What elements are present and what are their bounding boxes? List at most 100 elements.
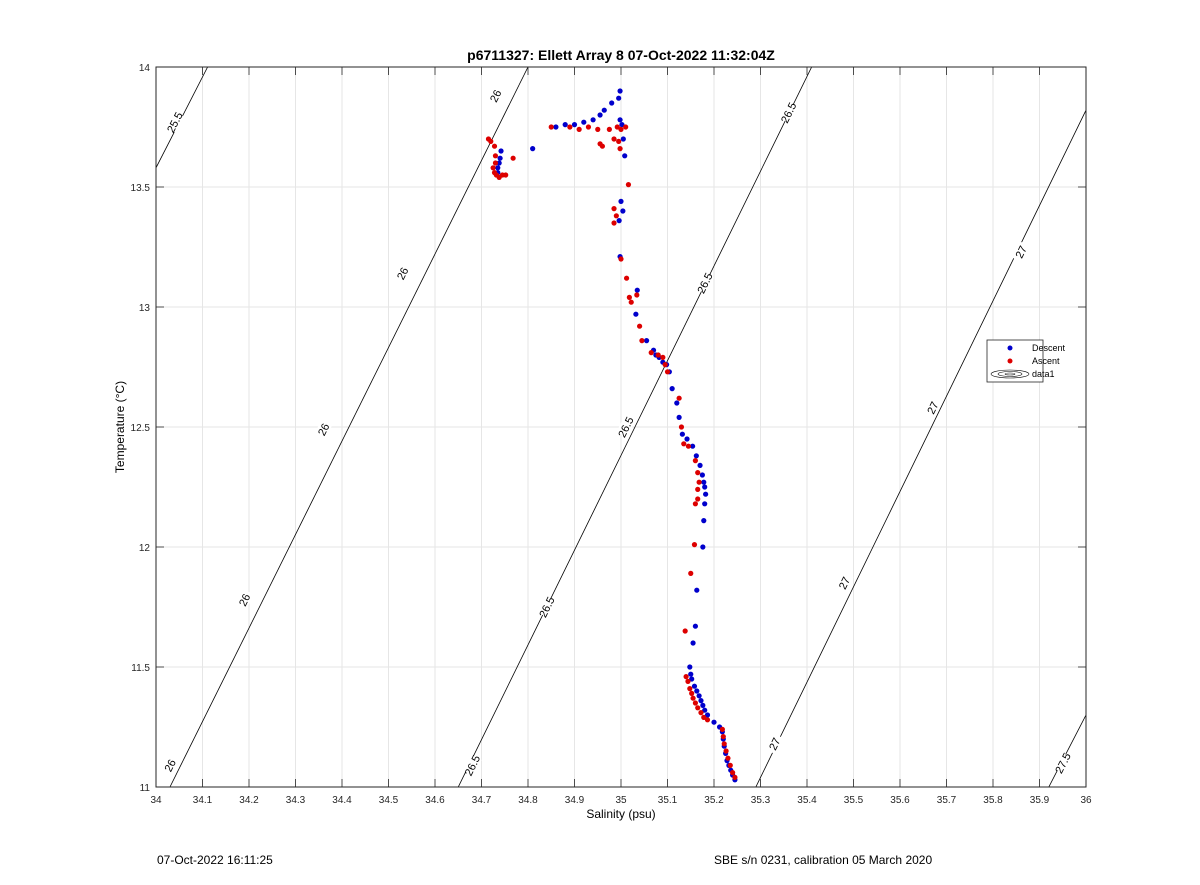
contour-label-bg — [834, 572, 854, 594]
point-ascent — [623, 124, 629, 130]
point-ascent — [618, 126, 624, 132]
contour-line-27 — [755, 110, 1086, 787]
point-ascent — [625, 182, 632, 188]
contour-label-bg — [462, 754, 482, 777]
point-descent — [684, 436, 690, 442]
legend-label-ascent: Ascent — [1032, 356, 1060, 366]
point-descent — [701, 518, 707, 524]
point-ascent — [611, 136, 617, 142]
contour-label: 26 — [237, 592, 253, 608]
point-descent — [616, 218, 622, 224]
contour-label-bg — [486, 85, 505, 107]
point-descent — [571, 122, 578, 128]
contour-label: 27 — [925, 400, 941, 416]
point-descent — [702, 501, 708, 507]
point-descent — [691, 683, 698, 689]
point-ascent — [721, 741, 727, 747]
point-descent — [497, 155, 503, 161]
point-descent — [697, 462, 703, 468]
point-ascent — [682, 628, 688, 634]
point-descent — [690, 640, 696, 646]
x-tick-label: 35.6 — [890, 795, 910, 806]
point-descent — [711, 719, 717, 725]
point-ascent — [491, 143, 498, 149]
x-tick-label: 35 — [615, 795, 627, 806]
x-tick-label: 35.8 — [983, 795, 1003, 806]
x-tick-label: 35.5 — [844, 795, 864, 806]
x-axis-label: Salinity (psu) — [586, 807, 655, 821]
point-ascent — [683, 674, 689, 680]
point-descent — [562, 122, 568, 128]
contour-label: 26 — [163, 758, 179, 774]
legend-marker-ascent — [1007, 358, 1013, 364]
point-descent — [498, 148, 504, 154]
legend-box — [986, 339, 1044, 383]
point-descent — [669, 386, 675, 392]
point-ascent — [725, 755, 731, 761]
y-axis-label: Temperature (°C) — [113, 381, 127, 473]
contour-label: 27 — [767, 736, 783, 752]
point-ascent — [616, 138, 622, 144]
legend[interactable]: Descent Ascent data1 — [986, 339, 1066, 383]
contour-label-bg — [165, 111, 185, 133]
contour-label-bg — [234, 589, 254, 611]
footer-calibration: SBE s/n 0231, calibration 05 March 2020 — [714, 853, 933, 867]
point-ascent — [676, 395, 682, 401]
x-tick-label: 34.8 — [518, 795, 538, 806]
legend-marker-descent — [1007, 345, 1013, 351]
x-tick-label: 34.2 — [239, 795, 259, 806]
point-descent — [693, 453, 699, 459]
point-descent — [688, 671, 694, 677]
point-ascent — [595, 126, 601, 132]
point-ascent — [692, 458, 699, 464]
x-tick-label: 34.6 — [425, 795, 445, 806]
contour-label-bg — [314, 418, 333, 441]
point-ascent — [689, 690, 695, 697]
density-contours — [156, 67, 1086, 787]
point-descent — [590, 117, 596, 123]
point-ascent — [660, 354, 666, 360]
contour-label-bg — [616, 416, 636, 438]
point-ascent — [639, 338, 645, 344]
point-descent — [581, 119, 587, 125]
contour-label-bg — [923, 397, 942, 419]
point-ascent — [720, 734, 726, 740]
point-descent — [694, 587, 700, 593]
contour-line-26 — [169, 67, 529, 787]
point-descent — [700, 702, 706, 709]
point-ascent — [692, 700, 699, 706]
point-descent — [699, 472, 705, 478]
point-descent — [704, 712, 711, 718]
point-descent — [703, 491, 709, 497]
point-ascent — [617, 146, 623, 152]
contour-label-bg — [779, 101, 798, 124]
x-tick-label: 34 — [150, 795, 162, 806]
point-ascent — [678, 424, 685, 430]
x-tick-label: 35.4 — [797, 795, 817, 806]
x-tick-label: 34.7 — [472, 795, 492, 806]
point-ascent — [695, 496, 701, 502]
contour-label-bg — [393, 262, 412, 285]
point-ascent — [664, 369, 671, 375]
point-ascent — [681, 441, 687, 447]
contour-line-26-5 — [457, 67, 813, 787]
point-ascent — [548, 124, 554, 130]
x-tick-label: 35.3 — [751, 795, 771, 806]
x-tick-label: 34.5 — [379, 795, 399, 806]
point-ascent — [695, 486, 701, 492]
point-descent — [690, 443, 696, 449]
contour-label: 26 — [488, 88, 504, 104]
point-descent — [702, 484, 708, 490]
point-ascent — [655, 352, 661, 358]
point-ascent — [687, 686, 693, 692]
point-descent — [633, 311, 639, 317]
point-descent — [674, 400, 680, 406]
point-ascent — [662, 362, 668, 368]
point-descent — [622, 153, 628, 159]
point-ascent — [626, 294, 632, 300]
point-ascent — [623, 275, 630, 281]
contour-label: 26 — [395, 266, 411, 282]
legend-label-data1: data1 — [1032, 369, 1055, 379]
point-descent — [692, 623, 699, 629]
